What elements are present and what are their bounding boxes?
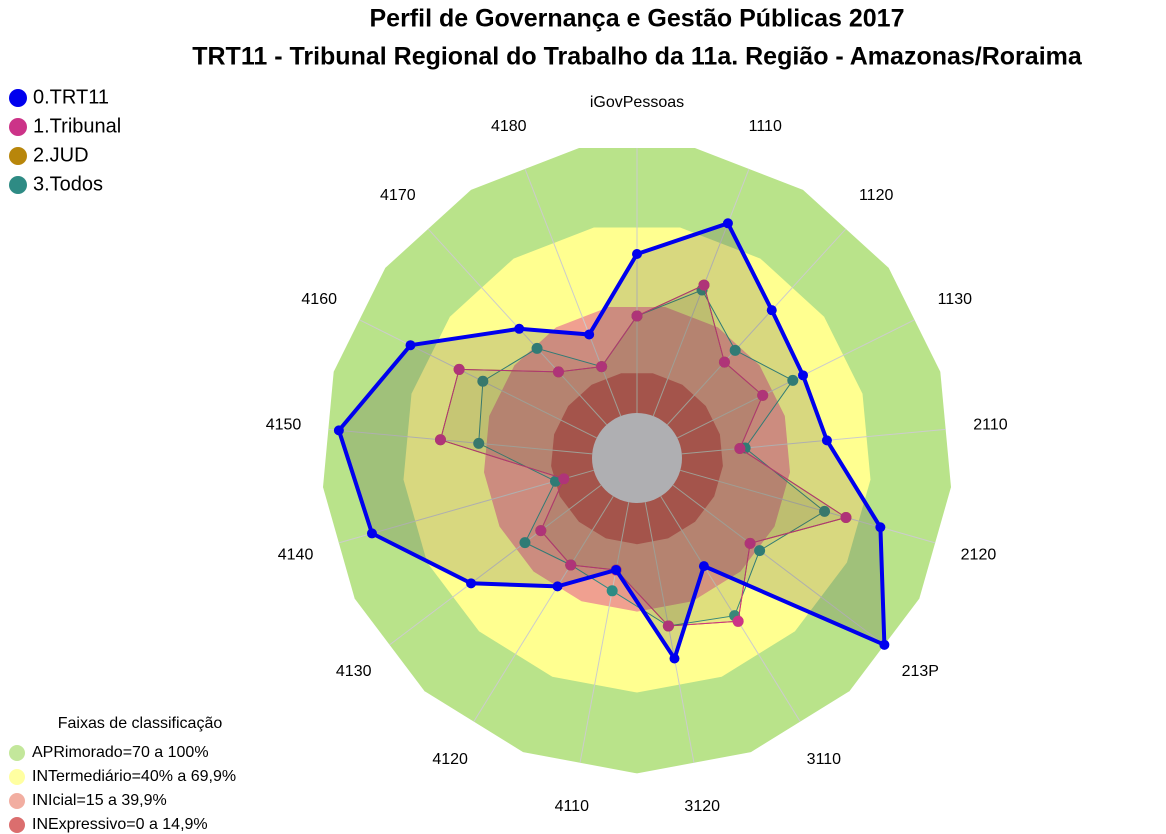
data-point bbox=[840, 511, 852, 523]
band-legend-label: INTermediário=40% a 69,9% bbox=[32, 768, 236, 785]
data-point bbox=[698, 279, 710, 291]
axis-label: iGovPessoas bbox=[590, 94, 684, 111]
data-point bbox=[744, 537, 756, 549]
data-point bbox=[453, 363, 465, 375]
bands-title: Faixas de classificação bbox=[58, 715, 223, 732]
axis-label: 1120 bbox=[859, 187, 894, 204]
spoke bbox=[389, 484, 602, 646]
data-point bbox=[565, 559, 577, 571]
band-legend-label: INExpressivo=0 a 14,9% bbox=[32, 816, 208, 833]
band-legend-marker bbox=[9, 817, 25, 833]
data-point bbox=[405, 340, 416, 351]
axis-label: 4180 bbox=[491, 118, 527, 135]
spoke bbox=[680, 469, 936, 544]
data-point bbox=[552, 581, 563, 592]
data-point bbox=[606, 585, 618, 597]
data-point bbox=[632, 249, 642, 259]
data-point bbox=[669, 653, 680, 664]
data-point bbox=[754, 545, 766, 557]
legend-label: 1.Tribunal bbox=[33, 115, 121, 137]
data-point bbox=[662, 620, 674, 632]
data-point bbox=[584, 329, 595, 340]
data-point bbox=[333, 425, 344, 436]
spoke bbox=[524, 168, 622, 417]
data-point bbox=[875, 522, 886, 533]
spoke bbox=[681, 428, 946, 455]
spoke bbox=[644, 502, 695, 763]
legend-label: 2.JUD bbox=[33, 144, 89, 166]
legend-marker bbox=[9, 89, 27, 107]
axis-label: 3110 bbox=[807, 751, 842, 768]
chart-subtitle: TRT11 - Tribunal Regional do Trabalho da… bbox=[192, 43, 1083, 71]
spoke bbox=[473, 495, 614, 722]
data-point bbox=[477, 375, 489, 387]
legend-marker bbox=[9, 118, 27, 136]
data-point bbox=[722, 218, 733, 229]
data-point bbox=[718, 356, 730, 368]
data-point bbox=[819, 505, 831, 517]
axis-label: 4110 bbox=[555, 798, 590, 815]
band-legend-marker bbox=[9, 769, 25, 785]
band-legend-marker bbox=[9, 745, 25, 761]
axis-label: 3120 bbox=[684, 798, 720, 815]
axis-label: 4160 bbox=[301, 291, 337, 308]
legend-marker bbox=[9, 147, 27, 165]
data-point bbox=[821, 435, 832, 446]
spoke bbox=[666, 228, 847, 426]
data-point bbox=[466, 578, 477, 589]
axis-label: 2110 bbox=[973, 416, 1008, 433]
data-point bbox=[535, 525, 547, 537]
axis-label: 4120 bbox=[432, 751, 468, 768]
axis-label: 4140 bbox=[278, 546, 314, 563]
data-point bbox=[698, 561, 709, 572]
data-point bbox=[434, 434, 446, 446]
data-point bbox=[879, 639, 890, 650]
band-legend-label: INIcial=15 a 39,9% bbox=[32, 792, 167, 809]
data-point bbox=[596, 361, 608, 373]
data-point bbox=[366, 528, 377, 539]
center-hole bbox=[592, 413, 682, 503]
data-point bbox=[519, 537, 531, 549]
data-point bbox=[558, 473, 570, 485]
axis-label: 1110 bbox=[749, 118, 782, 135]
data-point bbox=[729, 344, 741, 356]
data-point bbox=[787, 374, 799, 386]
legend-label: 0.TRT11 bbox=[33, 86, 109, 108]
axis-label: 2120 bbox=[961, 546, 997, 563]
legend-label: 3.Todos bbox=[33, 173, 103, 195]
spoke bbox=[579, 502, 630, 763]
spoke bbox=[672, 484, 885, 646]
band-legend-label: APRimorado=70 a 100% bbox=[32, 744, 209, 761]
axis-label: 4130 bbox=[336, 663, 372, 680]
axis-label: 1130 bbox=[938, 291, 973, 308]
series-line bbox=[439, 284, 848, 627]
data-point bbox=[631, 310, 643, 322]
data-point bbox=[732, 615, 744, 627]
data-point bbox=[798, 370, 809, 381]
data-point bbox=[531, 342, 543, 354]
data-point bbox=[473, 437, 485, 449]
band-legend-marker bbox=[9, 793, 25, 809]
axis-label: 213P bbox=[902, 663, 939, 680]
data-point bbox=[549, 475, 561, 487]
data-point bbox=[766, 305, 777, 316]
spoke bbox=[328, 428, 593, 455]
data-point bbox=[734, 442, 746, 454]
data-point bbox=[514, 323, 525, 334]
axis-label: 4150 bbox=[266, 416, 302, 433]
data-point bbox=[611, 564, 622, 575]
axis-label: 4170 bbox=[380, 187, 416, 204]
data-point bbox=[552, 366, 564, 378]
legend-marker bbox=[9, 176, 27, 194]
chart-title: Perfil de Governança e Gestão Públicas 2… bbox=[370, 5, 905, 33]
spoke bbox=[660, 495, 801, 722]
series-line bbox=[336, 220, 887, 664]
data-point bbox=[757, 389, 769, 401]
